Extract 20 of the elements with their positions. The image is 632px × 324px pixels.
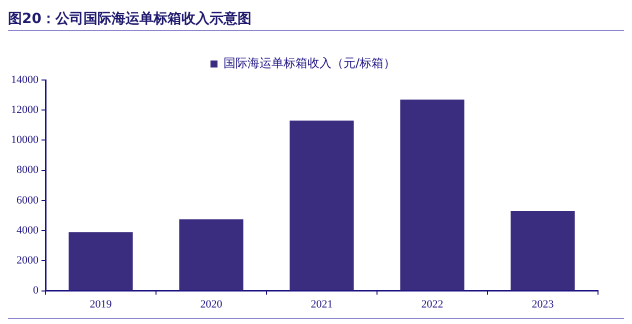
x-tick-label: 2022 — [421, 298, 444, 310]
bar — [510, 210, 575, 290]
x-tick-label: 2020 — [200, 298, 223, 310]
bar — [290, 120, 354, 290]
y-tick-label: 4000 — [16, 224, 39, 236]
y-tick-label: 6000 — [16, 194, 39, 206]
y-tick-label: 12000 — [11, 104, 39, 116]
y-tick-label: 14000 — [11, 74, 39, 86]
chart-title: 图20：公司国际海运单标箱收入示意图 — [8, 10, 252, 28]
x-tick-label: 2019 — [90, 298, 112, 310]
y-tick-label: 10000 — [11, 134, 39, 146]
y-tick-label: 0 — [33, 284, 39, 297]
y-tick-label: 2000 — [16, 254, 39, 267]
bar — [400, 100, 464, 290]
legend-label: 国际海运单标箱收入（元/标箱） — [223, 56, 396, 70]
y-tick-label: 8000 — [16, 164, 39, 176]
bar — [179, 219, 244, 290]
x-tick-label: 2021 — [310, 298, 333, 310]
x-tick-label: 2023 — [532, 298, 554, 310]
bar — [68, 232, 133, 290]
